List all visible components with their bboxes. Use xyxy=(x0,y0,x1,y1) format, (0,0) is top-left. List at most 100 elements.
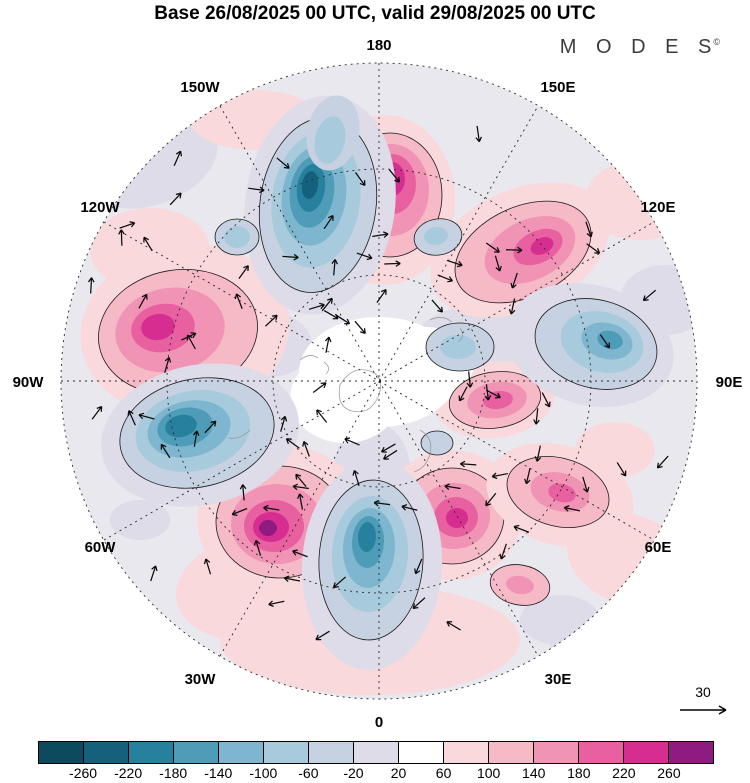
colorbar-tick: 20 xyxy=(390,765,407,781)
lon-label-150w: 150W xyxy=(180,79,220,96)
colorbar-cell xyxy=(83,742,128,763)
wind-arrow-icon xyxy=(323,310,339,320)
lon-label-60w: 60W xyxy=(85,539,117,556)
wind-arrow-icon xyxy=(127,410,136,426)
wind-arrow-icon xyxy=(388,169,401,183)
colorbar-cell xyxy=(39,742,83,763)
wind-arrow-icon xyxy=(87,277,95,294)
reference-vector: 30 xyxy=(680,684,727,715)
reference-vector-arrow xyxy=(680,705,727,715)
wind-arrow-icon xyxy=(248,186,265,194)
wind-arrow-icon xyxy=(332,576,347,589)
wind-arrow-icon xyxy=(323,214,334,230)
wind-arrow-icon xyxy=(491,472,508,480)
wind-arrow-icon xyxy=(204,420,217,434)
map-boundary xyxy=(60,62,698,700)
wind-arrow-icon xyxy=(383,449,398,460)
graticule xyxy=(61,63,697,699)
wind-arrow-icon xyxy=(335,314,351,325)
colorbar-tick: -180 xyxy=(159,765,188,781)
wind-arrow-icon xyxy=(118,229,125,246)
wind-arrow-icon xyxy=(253,539,262,556)
wind-arrow-icon xyxy=(268,600,285,607)
wind-arrow-icon xyxy=(642,289,657,302)
wind-arrow-icon xyxy=(458,386,468,402)
colorbar-tick: -140 xyxy=(204,765,233,781)
wind-arrow-icon xyxy=(312,382,327,394)
wind-arrow-icon xyxy=(494,255,502,272)
wind-arrow-icon xyxy=(533,408,540,425)
colorbar-tick: -220 xyxy=(114,765,143,781)
wind-arrow-icon xyxy=(181,332,197,341)
wind-arrow-icon xyxy=(280,415,288,432)
wind-arrow-icon xyxy=(437,274,454,283)
modes-logo: M O D E S© xyxy=(560,36,720,59)
wind-arrow-icon xyxy=(164,356,172,373)
wind-arrow-icon xyxy=(585,221,593,238)
wind-arrow-icon xyxy=(315,630,330,641)
wind-arrow-icon xyxy=(192,430,200,447)
colorbar-cell xyxy=(533,742,578,763)
colorbar-cell xyxy=(488,742,533,763)
wind-arrow-icon xyxy=(297,493,304,510)
wind-arrow-icon xyxy=(485,389,501,399)
lon-labels: 180 150W 150E 120W 120E 90W 90E 60W 60E … xyxy=(13,37,743,731)
lon-label-120e: 120E xyxy=(640,199,675,216)
wind-arrow-icon xyxy=(316,409,328,423)
wind-arrow-icon xyxy=(446,621,461,631)
wind-arrow-icon xyxy=(238,265,249,280)
chart-title: Base 26/08/2025 00 UTC, valid 29/08/2025… xyxy=(154,3,596,24)
wind-arrow-icon xyxy=(265,314,278,327)
wind-arrow-icon xyxy=(91,405,103,420)
colorbar-tick: -260 xyxy=(69,765,98,781)
wind-arrow-icon xyxy=(656,455,669,469)
colorbar-labels: -260 -220 -180 -140 -100 -60 -20 20 60 100 140 180 2… xyxy=(38,765,714,783)
wind-arrow-icon xyxy=(295,473,307,488)
wind-arrow-icon xyxy=(466,371,474,388)
colorbar-cell xyxy=(623,742,668,763)
wind-arrow-icon xyxy=(239,484,247,501)
wind-arrow-icon xyxy=(376,288,387,304)
wind-arrow-icon xyxy=(485,242,500,253)
wind-arrow-icon xyxy=(138,412,155,420)
colorbar-cell xyxy=(668,742,713,763)
colorbar-tick: 140 xyxy=(522,765,546,781)
wind-arrow-icon xyxy=(354,172,366,187)
lon-label-30w: 30W xyxy=(185,671,217,688)
wind-arrow-icon xyxy=(302,440,310,457)
wind-arrow-icon xyxy=(143,236,153,252)
lon-label-120w: 120W xyxy=(80,199,120,216)
wind-arrow-icon xyxy=(524,468,531,485)
wind-arrow-icon xyxy=(373,499,391,507)
modes-logo-text: M O D E S xyxy=(559,36,719,58)
wind-arrow-icon xyxy=(324,336,332,353)
wind-arrow-icon xyxy=(384,260,401,267)
colorbar-cell xyxy=(353,742,398,763)
lon-label-0: 0 xyxy=(375,714,383,731)
wind-arrow-icon xyxy=(534,445,542,462)
wind-arrow-icon xyxy=(150,565,158,582)
lon-label-180: 180 xyxy=(366,37,391,54)
wind-arrow-icon xyxy=(352,469,360,486)
wind-arrow-icon xyxy=(372,231,389,238)
colorbar-tick: 220 xyxy=(612,765,636,781)
wind-arrow-icon xyxy=(292,549,308,558)
wind-arrow-icon xyxy=(138,293,148,309)
wind-arrow-icon xyxy=(414,558,423,575)
wind-arrow-icon xyxy=(234,293,243,309)
wind-arrow-icon xyxy=(475,125,483,143)
wind-arrow-icon xyxy=(499,543,507,560)
colorbar xyxy=(38,741,714,764)
wind-arrow-icon xyxy=(203,558,212,575)
wind-arrow-icon xyxy=(276,157,290,169)
colorbar-tick: -100 xyxy=(249,765,278,781)
colorbar-tick: 60 xyxy=(435,765,452,781)
colorbar-cell xyxy=(578,742,623,763)
lon-label-60e: 60E xyxy=(645,539,672,556)
wind-arrow-icon xyxy=(505,246,523,254)
wind-vectors xyxy=(87,125,669,641)
lon-label-90w: 90W xyxy=(13,374,45,391)
colorbar-cell xyxy=(443,742,488,763)
wind-arrow-icon xyxy=(344,437,360,446)
